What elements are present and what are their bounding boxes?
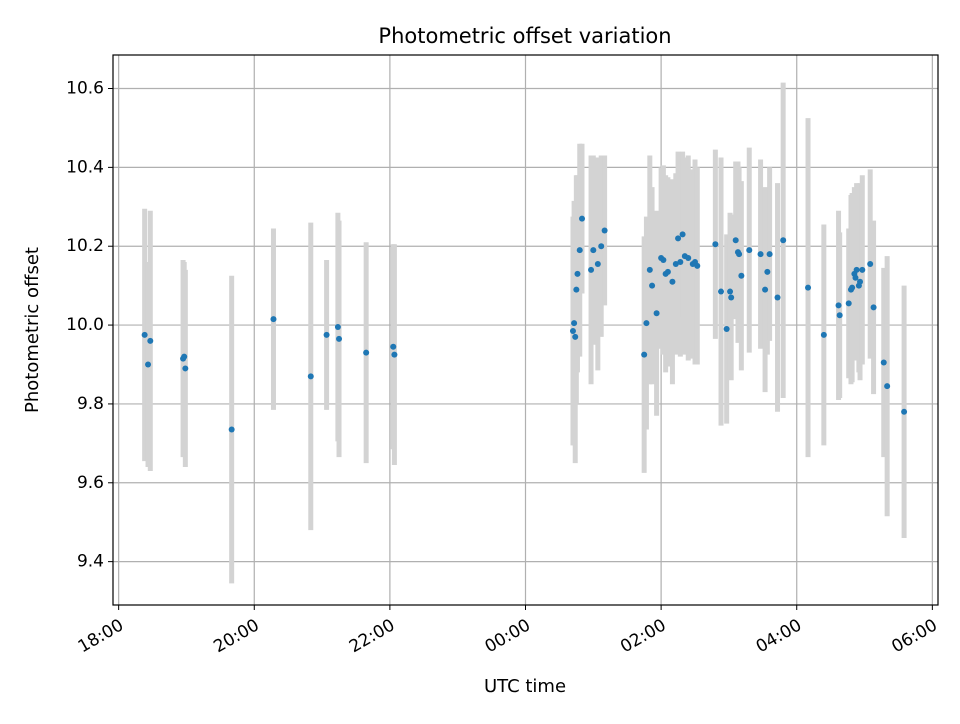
data-point [853,266,860,273]
data-point [857,278,864,285]
y-axis-ticks: 9.4 9.6 9.8 10.0 10.2 10.4 10.6 [66,79,113,572]
data-point [723,326,730,333]
data-point [764,268,771,275]
data-point [835,302,842,309]
data-point [569,327,576,334]
data-point [572,333,579,340]
data-points [141,215,908,433]
data-point [601,227,608,234]
data-point [805,284,812,291]
data-point [323,331,330,338]
data-point [594,260,601,267]
data-point [646,266,653,273]
data-point [672,260,679,267]
x-axis-label: UTC time [484,676,566,697]
data-point [363,349,370,356]
data-point [391,351,398,358]
data-point [685,255,692,262]
data-point [598,243,605,250]
data-point [718,288,725,295]
data-point [664,268,671,275]
data-point [579,215,586,222]
data-point [669,278,676,285]
data-point [182,365,189,372]
data-point [588,266,595,273]
y-tick-label: 10.0 [66,315,104,335]
data-point [867,260,874,267]
data-point [845,300,852,307]
y-tick-label: 9.4 [77,552,104,572]
grid-lines [113,55,938,605]
y-tick-label: 10.4 [66,157,104,177]
data-point [820,331,827,338]
data-point [334,324,341,331]
data-point [849,284,856,291]
data-point [766,251,773,258]
data-point [390,343,397,350]
data-point [774,294,781,301]
y-tick-label: 9.6 [77,473,104,493]
chart-title: Photometric offset variation [378,24,671,48]
data-point [736,251,743,258]
data-point [762,286,769,293]
data-point [653,310,660,317]
data-point [641,351,648,358]
data-point [679,231,686,238]
data-point [336,335,343,342]
y-tick-label: 9.8 [77,394,104,414]
data-point [270,316,277,323]
data-point [880,359,887,366]
y-tick-label: 10.6 [66,79,104,99]
y-axis-label: Photometric offset [22,247,43,413]
data-point [675,235,682,242]
data-point [574,270,581,277]
data-point [732,237,739,244]
data-point [141,331,148,338]
data-point [228,426,235,433]
data-point [738,272,745,279]
data-point [571,320,578,327]
data-point [307,373,314,380]
data-point [870,304,877,311]
data-point [712,241,719,248]
data-point [728,294,735,301]
data-point [694,262,701,269]
data-point [836,312,843,319]
data-point [859,266,866,273]
data-point [852,274,859,281]
data-point [147,337,154,344]
data-point [145,361,152,368]
data-point [780,237,787,244]
data-point [660,257,667,264]
data-point [643,320,650,327]
data-point [901,408,908,415]
data-point [576,247,583,254]
data-point [727,288,734,295]
data-point [649,282,656,289]
data-point [181,353,188,360]
data-point [757,251,764,258]
y-tick-label: 10.2 [66,236,104,256]
data-point [590,247,597,254]
data-point [573,286,580,293]
data-point [677,258,684,265]
data-point [884,383,891,390]
data-point [746,247,753,254]
